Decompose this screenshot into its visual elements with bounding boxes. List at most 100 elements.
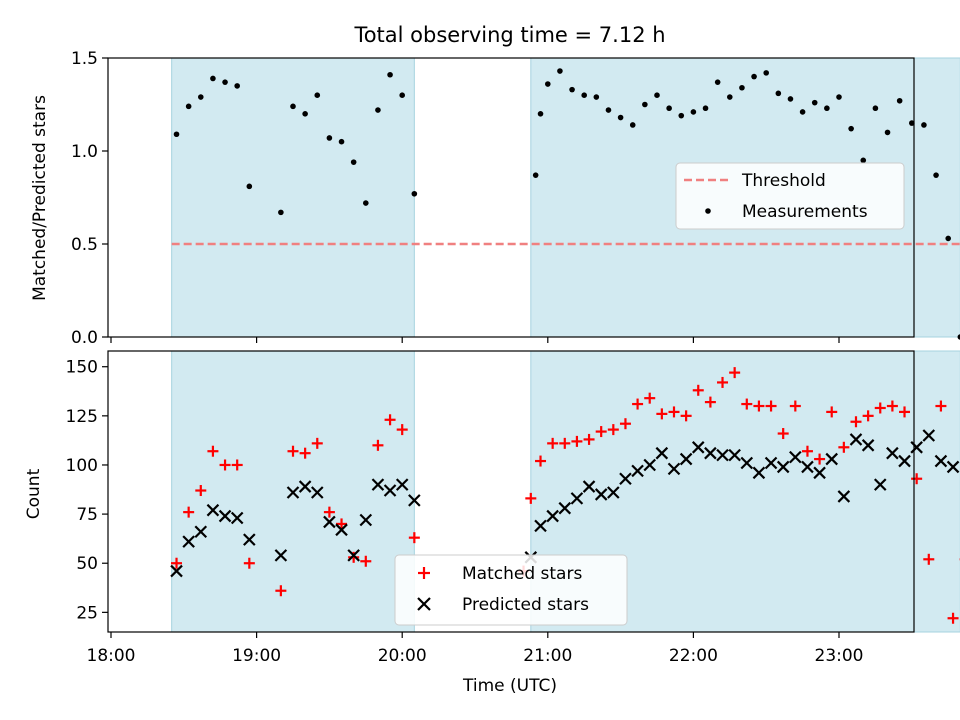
predicted-star-point: [310, 486, 324, 499]
x-marker-b: [371, 478, 385, 491]
x-marker-b: [679, 452, 693, 466]
measurement-point: [173, 131, 180, 138]
matched-star-point: [525, 492, 537, 504]
measurement-point: [387, 71, 393, 78]
predicted-star-point: [359, 513, 373, 527]
predicted-star-point: [716, 448, 729, 462]
measurement-point: [896, 97, 903, 104]
measurement-point: [787, 96, 794, 102]
x-marker-b: [170, 564, 183, 578]
measurement-point: [617, 114, 624, 121]
top-panel: 0.0 0.5 1.0 1.5 Matched/Predicted stars Thr…: [30, 49, 960, 348]
predicted-star-point: [570, 492, 584, 505]
matched-star-point: [243, 557, 255, 569]
predicted-star-point: [194, 525, 208, 539]
x-marker-b: [570, 492, 584, 505]
x-marker-b: [704, 446, 717, 460]
x-marker-b: [194, 525, 208, 539]
measurement-point: [399, 92, 406, 98]
matched-star-point: [753, 400, 765, 412]
x-marker-b: [873, 478, 887, 491]
measurement-point: [836, 94, 842, 100]
predicted-star-point: [861, 439, 875, 452]
matched-star-point: [583, 433, 595, 445]
x-marker-b: [182, 535, 195, 548]
x-marker-b: [655, 446, 669, 460]
matched-star-point: [947, 612, 959, 624]
predicted-star-point: [704, 446, 717, 460]
measurement-point: [824, 105, 830, 112]
predicted-star-point: [849, 433, 863, 446]
matched-star-point: [348, 551, 360, 563]
matched-star-point: [765, 400, 777, 412]
x-marker-b: [922, 429, 936, 442]
matched-star-point: [899, 406, 911, 418]
measurement-point: [909, 120, 915, 126]
predicted-star-point: [643, 458, 656, 472]
y-tick-label: 150: [66, 358, 98, 378]
measurements-series: [173, 68, 960, 340]
y-tick-label: 75: [76, 505, 98, 525]
y-tick-label: 0.0: [71, 328, 98, 348]
predicted-star-point: [679, 452, 693, 466]
predicted-star-point: [534, 519, 547, 533]
measurement-point: [302, 111, 308, 117]
x-marker-b: [582, 480, 596, 493]
measurement-point: [222, 79, 228, 85]
x-marker-b: [298, 480, 312, 493]
matched-star-point: [632, 398, 644, 410]
measurement-point: [593, 94, 600, 100]
x-marker-b: [898, 454, 911, 468]
measurement-point: [775, 90, 782, 97]
predicted-star-point: [170, 564, 183, 578]
measurement-point: [739, 84, 745, 91]
matched-star-point: [729, 367, 741, 379]
x-marker-b: [534, 519, 547, 533]
matched-star-point: [923, 553, 935, 565]
matched-star-point: [287, 445, 299, 457]
x-marker-b: [206, 503, 220, 517]
x-marker-b: [408, 494, 421, 507]
y-tick-label: 50: [76, 554, 98, 574]
x-tick-label: 20:00: [378, 646, 427, 666]
matched-star-point: [275, 585, 287, 597]
observing-interval: [171, 57, 415, 338]
measurement-point: [185, 103, 192, 110]
predicted-star-point: [594, 488, 608, 501]
x-marker-b: [243, 533, 256, 546]
measurement-point: [210, 75, 216, 82]
measurement-point: [557, 68, 563, 74]
predicted-star-point: [655, 446, 669, 460]
predicted-star-point: [825, 452, 838, 466]
x-marker-b: [643, 458, 656, 472]
predicted-star-point: [667, 462, 681, 476]
measurement-point: [654, 92, 660, 98]
measurement-point: [375, 107, 381, 113]
x-marker-b: [752, 466, 766, 480]
matched-star-point: [886, 400, 898, 412]
matched-star-point: [547, 437, 559, 449]
matched-star-point: [619, 418, 631, 430]
measurement-point: [411, 190, 418, 197]
matched-star-point: [231, 459, 243, 471]
matched-star-point: [336, 518, 348, 530]
matched-star-point: [219, 459, 231, 471]
matched-star-point: [408, 532, 420, 544]
matched-star-point: [668, 406, 680, 418]
y-tick-label: 25: [76, 603, 98, 623]
bottom-x-axis-ticks: 18:0019:0020:0021:0022:0023:0000:0001:00…: [87, 632, 864, 666]
measurements-legend-label: Measurements: [742, 202, 868, 222]
x-marker-b: [728, 448, 741, 462]
predicted-stars-legend-swatch: [417, 597, 431, 611]
x-marker-b: [323, 515, 336, 529]
predicted-star-point: [298, 480, 312, 493]
bottom-y-axis-label: Count: [24, 468, 44, 519]
measurement-point: [246, 183, 253, 190]
measurement-point: [702, 105, 709, 112]
matched-star-point: [741, 398, 753, 410]
predicted-star-point: [619, 472, 632, 486]
predicted-stars-legend-label: Predicted stars: [462, 595, 589, 615]
predicted-star-point: [371, 478, 385, 491]
predicted-stars-series: [170, 429, 960, 578]
x-marker-b: [230, 511, 244, 525]
